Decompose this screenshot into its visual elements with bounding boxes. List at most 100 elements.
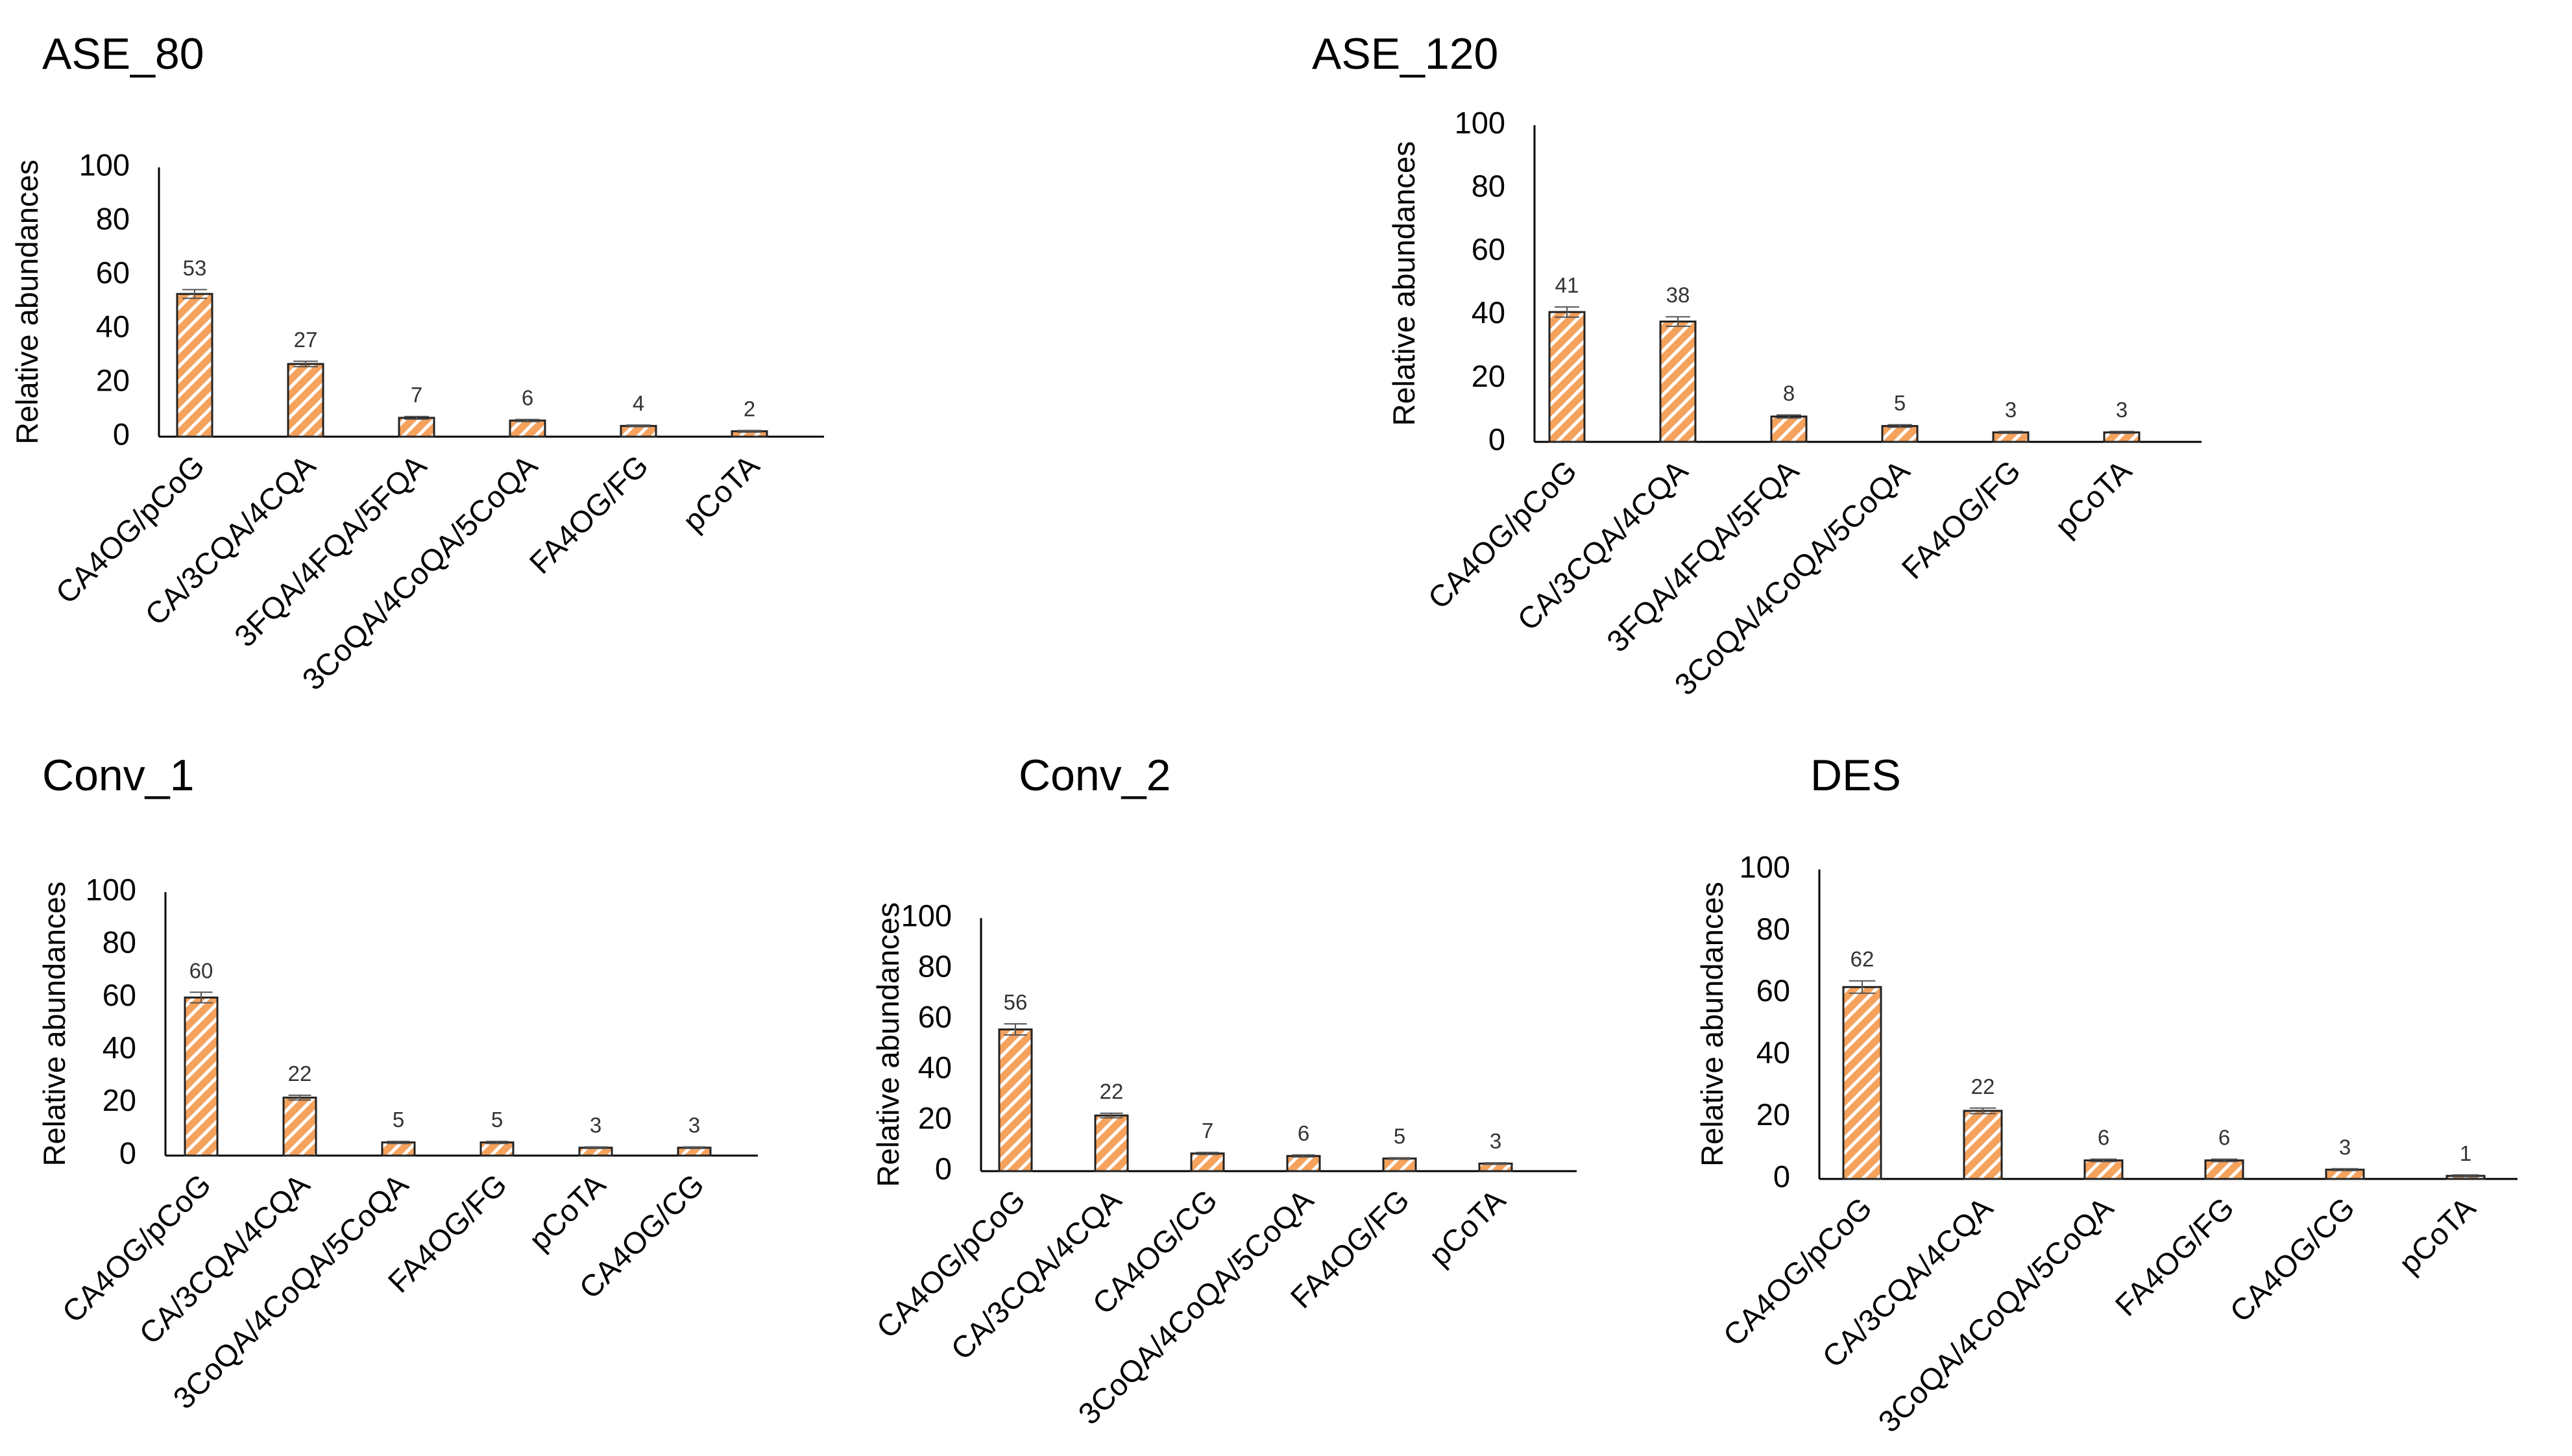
data-label: 6 <box>1298 1121 1309 1145</box>
y-tick-label: 60 <box>1472 232 1505 267</box>
bar <box>1770 415 1808 443</box>
data-label: 3 <box>688 1113 700 1137</box>
y-tick-label: 100 <box>1455 105 1505 140</box>
bar <box>398 417 435 438</box>
data-label: 27 <box>294 328 318 352</box>
bar <box>1548 311 1586 443</box>
x-tick-label: FA4OG/FG <box>1895 454 2027 586</box>
data-label: 5 <box>1394 1124 1405 1148</box>
bar <box>1286 1155 1321 1172</box>
x-tick-label: 3CoQA/4CoQA/5CoQA <box>1871 1190 2120 1438</box>
bar <box>479 1141 515 1157</box>
y-tick-label: 20 <box>103 1083 136 1117</box>
x-tick-label: pCoTA <box>2048 453 2139 543</box>
y-tick-label: 80 <box>96 201 130 236</box>
bar <box>1963 1110 2003 1180</box>
y-axis-label: Relative abundances <box>871 903 905 1187</box>
bar <box>381 1141 416 1157</box>
data-label: 38 <box>1666 283 1690 307</box>
data-label: 6 <box>522 385 533 409</box>
y-tick-label: 40 <box>103 1030 136 1065</box>
bar <box>287 363 324 438</box>
data-label: 5 <box>393 1108 404 1132</box>
x-tick-label: FA4OG/FG <box>2108 1191 2240 1323</box>
y-tick-label: 80 <box>1756 912 1790 946</box>
data-label: 60 <box>189 958 213 982</box>
chart-panel-conv-1: Conv_1 Relative abundances 0 20 40 60 80 100 60 C… <box>37 751 758 1415</box>
y-tick-label: 40 <box>1756 1036 1790 1070</box>
data-label: 5 <box>491 1108 503 1132</box>
bar <box>1881 425 1919 443</box>
x-tick-label: 3FQA/4FQA/5FQA <box>228 448 433 653</box>
data-label: 62 <box>1850 947 1874 971</box>
data-label: 53 <box>183 256 207 280</box>
data-label: 8 <box>1783 382 1795 406</box>
x-tick-label: CA/3CQA/4CQA <box>944 1182 1128 1366</box>
bar <box>1190 1152 1225 1172</box>
y-tick-label: 100 <box>1740 849 1790 884</box>
x-tick-label: CA/3CQA/4CQA <box>132 1167 317 1351</box>
x-tick-label: FA4OG/FG <box>522 448 655 581</box>
x-tick-label: pCoTA <box>522 1167 613 1257</box>
y-tick-label: 60 <box>103 978 136 1012</box>
y-tick-label: 20 <box>96 363 130 397</box>
y-tick-label: 80 <box>918 949 952 983</box>
data-label: 56 <box>1004 990 1028 1014</box>
y-axis-label: Relative abundances <box>1387 141 1421 426</box>
data-label: 22 <box>288 1062 312 1086</box>
chart-title: ASE_80 <box>42 29 204 79</box>
y-tick-label: 60 <box>918 999 952 1034</box>
y-axis-label: Relative abundances <box>1695 882 1729 1167</box>
bar <box>282 1097 317 1157</box>
y-tick-label: 60 <box>96 255 130 289</box>
data-label: 3 <box>1490 1129 1501 1153</box>
data-label: 2 <box>744 396 755 420</box>
data-label: 3 <box>2116 398 2128 422</box>
data-label: 6 <box>2098 1125 2109 1149</box>
bar <box>1659 321 1697 443</box>
bar <box>998 1028 1033 1172</box>
x-tick-label: pCoTA <box>676 448 766 538</box>
x-tick-label: 3FQA/4FQA/5FQA <box>1600 453 1806 659</box>
data-label: 1 <box>2460 1141 2471 1165</box>
y-tick-label: 100 <box>901 898 952 932</box>
y-tick-label: 40 <box>1472 295 1505 330</box>
data-label: 4 <box>633 391 644 415</box>
y-tick-label: 100 <box>86 872 136 906</box>
bar <box>509 419 546 438</box>
data-label: 3 <box>2005 398 2017 422</box>
bar <box>176 293 213 438</box>
x-tick-label: pCoTA <box>1422 1182 1512 1272</box>
chart-panel-ase-120: ASE_120 Relative abundances 0 20 40 60 80 100 41… <box>1312 29 2202 701</box>
data-label: 22 <box>1971 1074 1995 1098</box>
y-tick-label: 0 <box>1773 1159 1790 1193</box>
chart-title: Conv_1 <box>42 751 194 800</box>
chart-title: Conv_2 <box>1019 751 1171 800</box>
y-tick-label: 0 <box>113 417 130 451</box>
bar <box>620 424 657 438</box>
data-label: 7 <box>411 383 422 407</box>
data-label: 41 <box>1555 273 1579 297</box>
data-label: 5 <box>1894 391 1906 415</box>
x-tick-label: CA4OG/CG <box>2223 1191 2361 1329</box>
bar <box>184 996 219 1157</box>
y-tick-label: 20 <box>918 1100 952 1135</box>
bar <box>2204 1159 2244 1180</box>
bar <box>1094 1114 1129 1172</box>
bar <box>1842 986 1882 1180</box>
y-tick-label: 40 <box>96 309 130 343</box>
chart-title: DES <box>1810 751 1901 800</box>
y-axis-label: Relative abundances <box>37 882 71 1167</box>
y-axis-label: Relative abundances <box>10 160 44 444</box>
y-tick-label: 20 <box>1472 359 1505 393</box>
bar <box>1382 1158 1417 1172</box>
y-tick-label: 80 <box>103 925 136 960</box>
y-tick-label: 80 <box>1472 169 1505 203</box>
y-tick-label: 20 <box>1756 1097 1790 1132</box>
y-tick-label: 0 <box>119 1135 136 1170</box>
data-label: 6 <box>2218 1125 2230 1149</box>
y-tick-label: 100 <box>79 147 130 182</box>
